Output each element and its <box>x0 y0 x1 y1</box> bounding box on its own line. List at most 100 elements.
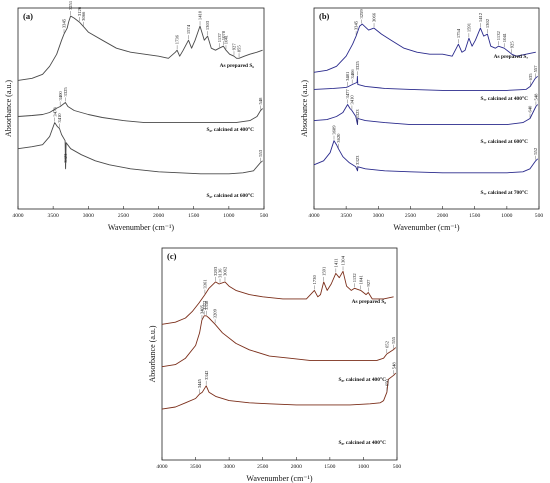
peak-label: 1078 <box>221 30 226 40</box>
peak-label: 650 <box>385 379 390 387</box>
x-tick-label: 4000 <box>12 213 23 219</box>
spectrum-line <box>313 75 538 91</box>
y-axis-title: Absorbance (a.u.) <box>148 325 157 382</box>
spectrum-line <box>17 122 263 175</box>
peak-label: 553 <box>258 149 263 157</box>
y-axis-title: Absorbance (a.u.) <box>300 80 309 137</box>
series-label: S₇, calcined at 600°C <box>481 138 529 145</box>
plot-frame <box>313 7 540 210</box>
peak-label: 1132 <box>496 30 501 40</box>
spectrum-line <box>313 23 536 73</box>
peak-label: 1304 <box>341 255 346 265</box>
peak-label: 548 <box>391 362 396 370</box>
x-tick-label: 2000 <box>437 213 448 219</box>
y-axis-title: Absorbance (a.u.) <box>4 80 13 137</box>
peak-label: 548 <box>258 97 263 105</box>
x-tick-label: 4000 <box>156 464 167 470</box>
peak-label: 3066 <box>372 12 377 22</box>
peak-label: 3325 <box>63 87 68 97</box>
peak-label: 1410 <box>198 10 203 20</box>
series-label: As prepared S₈ <box>352 299 387 305</box>
x-axis-title: Wavenumber (cm⁻¹) <box>246 474 313 483</box>
x-tick-label: 2000 <box>291 464 302 470</box>
series-label: S₇, calcined at 700°C <box>481 189 529 196</box>
spectrum-line <box>161 270 394 325</box>
x-tick-label: 3500 <box>48 213 59 219</box>
spectrum-line <box>161 315 397 368</box>
panel-b: 4000 3500 3000 2500 2000 1500 1000 500 Wavenumbe… <box>300 7 543 232</box>
panel-c: 4000 3500 3000 2500 2000 1500 1000 500 Wavenumbe… <box>148 247 402 483</box>
x-tick-label: 1500 <box>469 213 480 219</box>
peak-label: 3323 <box>63 153 68 163</box>
peak-label: 925 <box>509 41 514 49</box>
peak-label: 3345 <box>354 20 359 30</box>
peak-label: 1303 <box>205 20 210 30</box>
x-tick-label: 500 <box>260 213 269 219</box>
x-tick-label: 1000 <box>223 213 234 219</box>
plot-frame <box>17 7 265 210</box>
x-tick-label: 500 <box>393 464 402 470</box>
peak-label: 1412 <box>478 12 483 22</box>
series-label: S₈, calcined at 400°C <box>339 376 387 383</box>
x-tick-label: 2500 <box>405 213 416 219</box>
peak-label: 3203 <box>213 266 218 276</box>
peak-label: 1730 <box>312 275 317 285</box>
x-tick-label: 3000 <box>224 464 235 470</box>
peak-label: 3410 <box>57 113 62 123</box>
peak-label: 927 <box>366 279 371 287</box>
peak-label: 855 <box>237 45 242 53</box>
panel-a: 4000 3500 3000 2500 2000 1500 1000 500 Wavenumbe… <box>4 0 268 232</box>
series-label: S₆, calcined at 400°C <box>207 126 255 133</box>
peak-label: 1591 <box>466 22 471 32</box>
peak-label: 1411 <box>333 258 338 268</box>
x-tick-label: 1000 <box>501 213 512 219</box>
x-tick-label: 2500 <box>118 213 129 219</box>
peak-label: 1137 <box>217 32 222 42</box>
peak-label: 548 <box>534 93 539 101</box>
peak-label: 3062 <box>223 266 228 276</box>
x-tick-label: 1500 <box>188 213 199 219</box>
peak-label: 3481 <box>345 71 350 81</box>
peak-label: 3361 <box>203 279 208 289</box>
peak-label: 3620 <box>336 133 341 143</box>
series-label: As prepared S₆ <box>220 63 255 69</box>
x-tick-label: 4000 <box>308 213 319 219</box>
peak-label: 3136 <box>218 268 223 278</box>
x-tick-label: 3000 <box>373 213 384 219</box>
peak-label: 3689 <box>332 125 337 135</box>
peak-label: 1041 <box>224 34 229 44</box>
series-label: As prepared S₇ <box>494 54 529 60</box>
peak-label: 3323 <box>355 109 360 119</box>
peak-label: 1041 <box>502 32 507 42</box>
series-label: S₆, calcined at 600°C <box>207 192 255 199</box>
panel-label: (c) <box>167 251 177 261</box>
peak-label: 1736 <box>175 34 180 44</box>
peak-label: 1591 <box>321 266 326 276</box>
peak-label: 927 <box>232 43 237 51</box>
spectrum-line <box>313 104 539 126</box>
x-tick-label: 3500 <box>341 213 352 219</box>
series-label: S₈, calcined at 400°C <box>339 439 387 446</box>
spectrum-line <box>17 15 263 81</box>
peak-label: 3323 <box>355 155 360 165</box>
peak-label: 1041 <box>358 275 363 285</box>
peak-label: 3209 <box>213 308 218 318</box>
peak-label: 3251 <box>68 0 73 10</box>
peak-label: 3325 <box>355 60 360 70</box>
peak-label: 3400 <box>58 91 63 101</box>
peak-label: 3477 <box>345 89 350 99</box>
peak-label: 552 <box>533 147 538 155</box>
peak-label: 557 <box>533 65 538 73</box>
x-axis-title: Wavenumber (cm⁻¹) <box>393 223 460 232</box>
peak-label: 3445 <box>197 378 202 388</box>
spectrum-line <box>161 372 397 410</box>
x-tick-label: 2500 <box>257 464 268 470</box>
peak-label: 3405 <box>200 304 205 314</box>
peak-label: 1574 <box>186 24 191 34</box>
spectrum-line <box>17 102 263 124</box>
peak-label: 3345 <box>62 18 67 28</box>
x-tick-label: 1000 <box>358 464 369 470</box>
peak-label: 3478 <box>52 107 57 117</box>
series-label: S₇, calcined at 400°C <box>481 95 529 102</box>
